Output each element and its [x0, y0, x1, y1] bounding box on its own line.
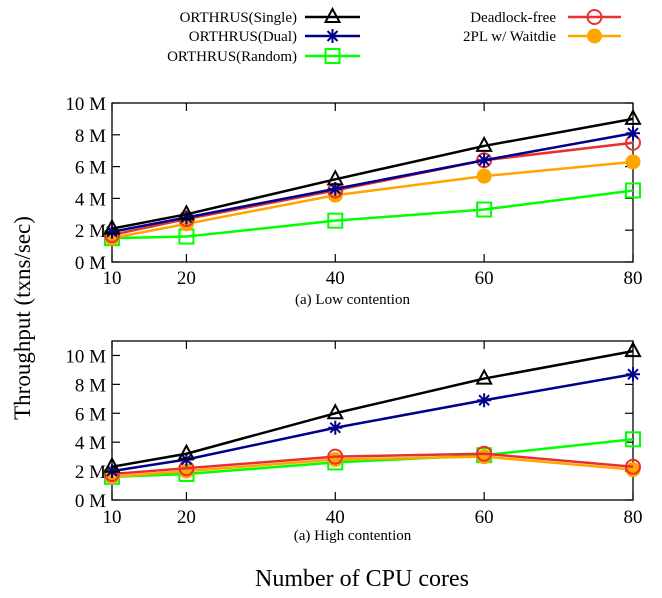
data-point — [625, 458, 641, 475]
x-axis-label: Number of CPU cores — [255, 566, 469, 592]
legend-label: ORTHRUS(Single) — [180, 10, 297, 26]
legend-label: ORTHRUS(Dual) — [189, 29, 297, 45]
series-line — [111, 349, 634, 468]
data-point — [328, 181, 343, 196]
data-point — [477, 393, 492, 408]
data-point — [624, 341, 642, 358]
series-line — [111, 189, 634, 240]
y-tick-label: 4 M — [75, 189, 106, 210]
data-point — [475, 368, 493, 385]
panel-caption: (a) Low contention — [295, 292, 410, 308]
series-deadlock-free — [104, 445, 641, 482]
legend-item-orthrus-random: ORTHRUS(Random) — [167, 48, 360, 65]
y-tick-label: 6 M — [75, 158, 106, 179]
x-tick-label: 80 — [624, 507, 643, 528]
data-point — [624, 108, 642, 125]
x-tick-label: 40 — [326, 268, 345, 289]
x-tick-label: 10 — [103, 268, 122, 289]
series-orthrus-dual — [105, 126, 640, 239]
series-orthrus-single — [103, 341, 642, 473]
y-tick-label: 2 M — [75, 221, 106, 242]
y-tick-label: 0 M — [75, 491, 106, 512]
legend-label: Deadlock-free — [470, 10, 556, 26]
y-tick-label: 6 M — [75, 404, 106, 425]
legend-marker — [587, 28, 602, 44]
y-tick-label: 2 M — [75, 462, 106, 483]
data-point — [103, 456, 121, 473]
legend-label: 2PL w/ Waitdie — [463, 29, 556, 45]
legend-marker — [325, 29, 340, 43]
data-point — [625, 154, 641, 170]
data-point — [476, 168, 492, 184]
chart-panel-2: 0 M 2 M 4 M 6 M 8 M 10 M 10 20 40 60 80 (a) High co… — [65, 340, 643, 544]
data-point — [103, 218, 121, 235]
data-point — [626, 126, 640, 141]
data-point — [626, 367, 640, 382]
data-point — [177, 443, 196, 460]
panel-caption: (a) High contention — [294, 528, 412, 544]
x-tick-label: 20 — [177, 507, 196, 528]
x-tick-label: 10 — [103, 507, 122, 528]
data-point — [625, 431, 641, 448]
data-point — [177, 204, 196, 221]
legend-marker — [324, 48, 341, 64]
y-tick-label: 8 M — [75, 375, 106, 396]
series-line — [111, 117, 634, 230]
series-orthrus-single — [103, 108, 642, 235]
data-point — [328, 420, 343, 435]
data-point — [477, 153, 492, 168]
legend-item-orthrus-dual: ORTHRUS(Dual) — [189, 29, 360, 45]
data-point — [105, 224, 119, 239]
y-tick-label: 4 M — [75, 433, 106, 454]
series-deadlock-free — [104, 134, 641, 243]
data-point — [326, 169, 344, 186]
data-point — [475, 135, 493, 152]
data-point — [476, 201, 493, 218]
legend-label: ORTHRUS(Random) — [167, 49, 297, 65]
x-tick-label: 60 — [475, 268, 494, 289]
x-tick-label: 20 — [177, 268, 196, 289]
data-point — [625, 182, 641, 199]
legend: ORTHRUS(Single) ORTHRUS(Dual) ORTHRUS(Rand… — [167, 6, 621, 65]
legend-item-2pl-w-waitdie: 2PL w/ Waitdie — [463, 28, 621, 45]
x-tick-label: 60 — [475, 507, 494, 528]
x-tick-label: 80 — [624, 268, 643, 289]
y-tick-label: 10 M — [65, 94, 106, 115]
plot-frame — [111, 340, 634, 501]
series-line — [111, 452, 634, 476]
y-tick-label: 0 M — [75, 253, 106, 274]
x-tick-label: 40 — [326, 507, 345, 528]
legend-marker — [586, 9, 603, 25]
legend-item-orthrus-single: ORTHRUS(Single) — [180, 6, 360, 26]
y-tick-label: 10 M — [65, 346, 106, 367]
chart-panel-1: 0 M 2 M 4 M 6 M 8 M 10 M 10 20 40 60 80 (a) Low con… — [65, 94, 642, 308]
data-point — [476, 445, 493, 462]
y-tick-label: 8 M — [75, 126, 106, 147]
data-point — [327, 212, 344, 229]
y-axis-label: Throughput (txns/sec) — [10, 216, 35, 420]
data-point — [327, 448, 344, 465]
data-point — [179, 210, 194, 225]
legend-marker — [323, 6, 342, 23]
legend-item-deadlock-free: Deadlock-free — [470, 9, 621, 26]
data-point — [326, 403, 344, 420]
